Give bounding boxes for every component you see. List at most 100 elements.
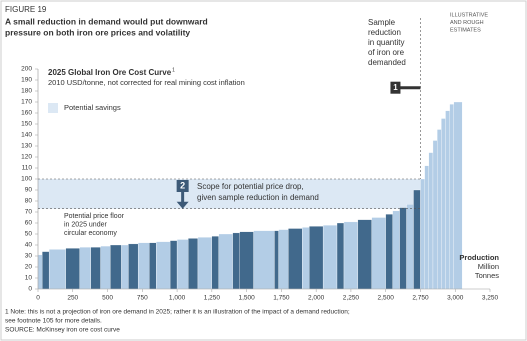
chart-title-note: 1 xyxy=(172,67,175,73)
bar xyxy=(197,237,212,290)
y-tick-label: 100 xyxy=(21,176,32,183)
x-axis-label: Production xyxy=(459,253,499,262)
y-tick-label: 40 xyxy=(25,242,33,249)
footnote: 1 Note: this is not a projection of iron… xyxy=(5,309,350,316)
y-tick-label: 60 xyxy=(25,220,33,227)
y-tick-label: 50 xyxy=(25,231,33,238)
bar xyxy=(428,152,434,290)
y-tick-label: 0 xyxy=(28,286,32,293)
annotation: reduction xyxy=(368,28,401,37)
y-tick-label: 130 xyxy=(21,143,32,150)
bar xyxy=(65,248,80,290)
x-tick-label: 2,500 xyxy=(378,295,395,302)
bar xyxy=(211,236,219,290)
bar xyxy=(110,244,122,290)
badge: ILLUSTRATIVE xyxy=(450,12,488,18)
bar xyxy=(441,118,446,290)
chart-title: 2025 Global Iron Ore Cost Curve xyxy=(48,68,172,77)
y-tick-label: 70 xyxy=(25,209,33,216)
annotation: of iron ore xyxy=(368,48,405,57)
bar xyxy=(48,249,66,290)
x-tick-label: 750 xyxy=(137,295,148,302)
y-tick-label: 170 xyxy=(21,99,32,106)
bar xyxy=(371,217,386,290)
marker-box xyxy=(176,180,189,192)
annotation: Sample xyxy=(368,18,396,27)
bar xyxy=(79,247,91,290)
bar xyxy=(232,232,240,290)
bar xyxy=(37,254,43,290)
y-tick-label: 200 xyxy=(21,66,32,73)
x-axis-label: Million xyxy=(478,262,499,271)
bar xyxy=(274,230,279,290)
x-tick-label: 0 xyxy=(36,295,40,302)
y-tick-label: 80 xyxy=(25,198,33,205)
bar xyxy=(288,228,303,290)
bar xyxy=(424,165,429,290)
bar xyxy=(218,233,233,290)
subtitle: 2010 USD/tonne, not corrected for real m… xyxy=(48,78,245,87)
bar xyxy=(149,242,157,290)
bar xyxy=(100,245,111,290)
footnote: see footnote 105 for more details. xyxy=(5,318,102,325)
x-tick-label: 500 xyxy=(102,295,113,302)
annotation: circular economy xyxy=(64,230,117,237)
legend-swatch xyxy=(48,103,58,113)
bar xyxy=(432,140,438,290)
bar xyxy=(42,251,50,290)
y-tick-label: 90 xyxy=(25,187,33,194)
bar xyxy=(176,239,189,290)
bar xyxy=(128,243,139,290)
bar xyxy=(392,210,400,290)
annotation: demanded xyxy=(368,58,406,67)
y-tick-label: 10 xyxy=(25,275,33,282)
y-tick-label: 120 xyxy=(21,154,32,161)
bar xyxy=(437,129,442,290)
marker-label: 2 xyxy=(180,180,185,190)
y-tick-label: 190 xyxy=(21,77,32,84)
y-tick-label: 160 xyxy=(21,110,32,117)
bar xyxy=(413,189,421,290)
legend-label: Potential savings xyxy=(64,103,121,112)
badge: ESTIMATES xyxy=(450,27,481,33)
x-tick-label: 2,250 xyxy=(343,295,360,302)
x-tick-label: 1,000 xyxy=(169,295,186,302)
figure-label: FIGURE 19 xyxy=(5,5,47,14)
bar xyxy=(188,238,199,290)
bar xyxy=(121,244,129,290)
x-axis-label: Tonnes xyxy=(475,271,499,280)
y-tick-label: 140 xyxy=(21,132,32,139)
y-tick-label: 110 xyxy=(22,165,33,172)
bar xyxy=(253,230,275,290)
bar xyxy=(445,110,450,290)
bar xyxy=(156,241,171,290)
annotation: in quantity xyxy=(368,38,404,47)
annotation: in 2025 under xyxy=(64,221,107,228)
y-tick-label: 20 xyxy=(25,264,33,271)
x-tick-label: 1,250 xyxy=(204,295,221,302)
y-tick-label: 180 xyxy=(21,88,32,95)
bar xyxy=(385,214,393,290)
savings-band xyxy=(38,179,421,209)
y-tick-label: 150 xyxy=(21,121,32,128)
annotation: given sample reduction in demand xyxy=(197,193,319,202)
bar xyxy=(137,242,150,290)
bar xyxy=(239,231,254,290)
bar xyxy=(302,227,310,290)
x-tick-label: 3,000 xyxy=(447,295,464,302)
title: A small reduction in demand would put do… xyxy=(5,16,208,26)
bar xyxy=(357,219,372,290)
bar xyxy=(322,225,338,290)
bar xyxy=(406,204,414,290)
bar xyxy=(449,104,454,290)
bar xyxy=(309,226,324,290)
x-tick-label: 3,250 xyxy=(482,295,499,302)
x-tick-label: 250 xyxy=(67,295,78,302)
bar xyxy=(343,221,359,290)
bar xyxy=(90,247,101,290)
x-tick-label: 2,000 xyxy=(308,295,325,302)
x-tick-label: 1,750 xyxy=(273,295,290,302)
annotation: Scope for potential price drop, xyxy=(197,182,304,191)
